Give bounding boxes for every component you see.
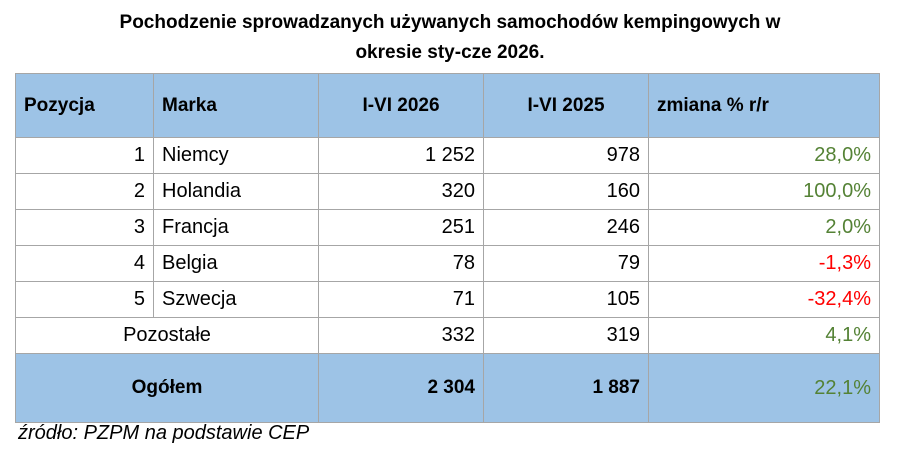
- row-current: 1 252: [318, 137, 484, 174]
- total-change: 22,1%: [648, 353, 880, 423]
- header-row: Pozycja Marka I-VI 2026 I-VI 2025 zmiana…: [15, 73, 880, 138]
- row-current: 78: [318, 245, 484, 282]
- row-position: 5: [15, 281, 154, 318]
- table-title: Pochodzenie sprowadzanych używanych samo…: [0, 8, 900, 68]
- header-current: I-VI 2026: [318, 73, 484, 138]
- row-name: Belgia: [153, 245, 319, 282]
- other-change: 4,1%: [648, 317, 880, 354]
- row-position: 4: [15, 245, 154, 282]
- total-row: Ogółem 2 304 1 887 22,1%: [15, 353, 880, 423]
- other-previous: 319: [483, 317, 649, 354]
- total-current: 2 304: [318, 353, 484, 423]
- row-change: 100,0%: [648, 173, 880, 210]
- title-line-1: Pochodzenie sprowadzanych używanych samo…: [119, 12, 781, 33]
- row-name: Szwecja: [153, 281, 319, 318]
- other-row: Pozostałe 332 319 4,1%: [15, 317, 880, 354]
- row-previous: 978: [483, 137, 649, 174]
- row-previous: 79: [483, 245, 649, 282]
- title-line-2: okresie sty-cze 2026.: [355, 42, 545, 63]
- row-position: 3: [15, 209, 154, 246]
- row-change: -1,3%: [648, 245, 880, 282]
- header-brand: Marka: [153, 73, 319, 138]
- row-previous: 246: [483, 209, 649, 246]
- header-previous: I-VI 2025: [483, 73, 649, 138]
- total-label: Ogółem: [15, 353, 319, 423]
- row-previous: 160: [483, 173, 649, 210]
- other-current: 332: [318, 317, 484, 354]
- table-body: 1 Niemcy 1 252 978 28,0% 2 Holandia 320 160 100,0…: [15, 137, 880, 423]
- row-change: 2,0%: [648, 209, 880, 246]
- row-current: 251: [318, 209, 484, 246]
- table-row: 3 Francja 251 246 2,0%: [15, 209, 880, 246]
- row-current: 71: [318, 281, 484, 318]
- table-row: 4 Belgia 78 79 -1,3%: [15, 245, 880, 282]
- other-label: Pozostałe: [15, 317, 319, 354]
- source-note: źródło: PZPM na podstawie CEP: [18, 422, 310, 444]
- row-name: Niemcy: [153, 137, 319, 174]
- total-previous: 1 887: [483, 353, 649, 423]
- row-name: Francja: [153, 209, 319, 246]
- row-position: 2: [15, 173, 154, 210]
- header-change: zmiana % r/r: [648, 73, 880, 138]
- row-change: -32,4%: [648, 281, 880, 318]
- row-position: 1: [15, 137, 154, 174]
- table-row: 5 Szwecja 71 105 -32,4%: [15, 281, 880, 318]
- row-name: Holandia: [153, 173, 319, 210]
- row-change: 28,0%: [648, 137, 880, 174]
- row-previous: 105: [483, 281, 649, 318]
- data-table: Pozycja Marka I-VI 2026 I-VI 2025 zmiana…: [15, 73, 880, 423]
- row-current: 320: [318, 173, 484, 210]
- table-row: 2 Holandia 320 160 100,0%: [15, 173, 880, 210]
- header-position: Pozycja: [15, 73, 154, 138]
- table-row: 1 Niemcy 1 252 978 28,0%: [15, 137, 880, 174]
